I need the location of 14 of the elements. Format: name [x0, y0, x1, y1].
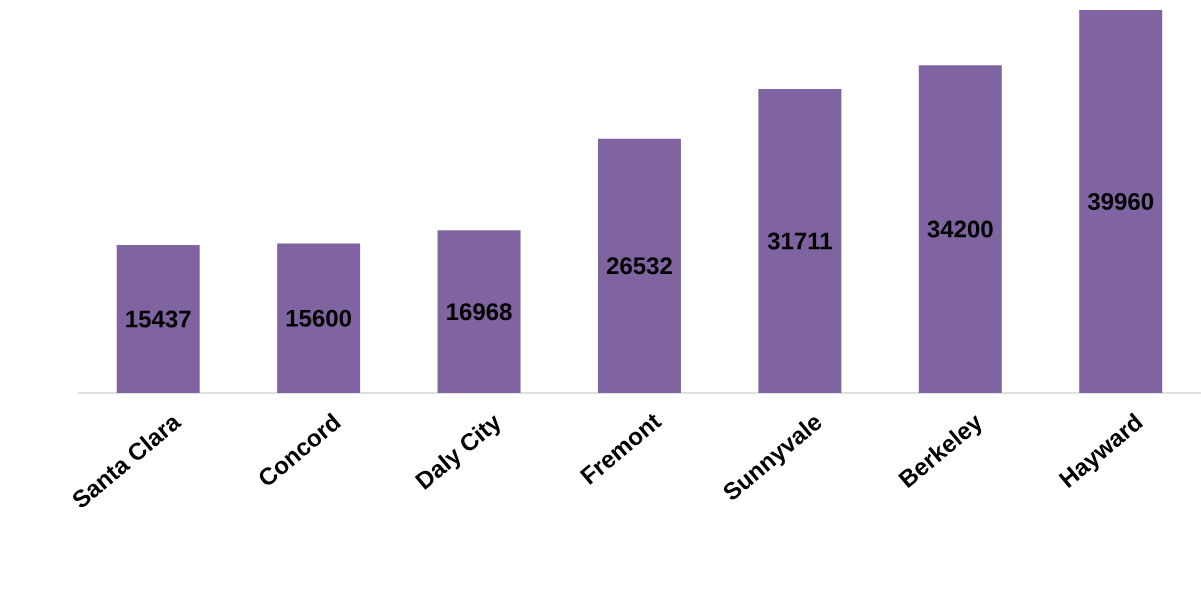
- data-label: 31711: [767, 232, 832, 250]
- data-label: 39960: [1087, 192, 1154, 210]
- bar: [277, 243, 361, 393]
- bar: [437, 230, 521, 393]
- bar: [758, 89, 842, 393]
- bar: [597, 138, 681, 393]
- data-label: 15437: [126, 310, 191, 328]
- data-label: 34200: [927, 220, 993, 238]
- data-label: 16968: [447, 303, 512, 321]
- data-label: 26532: [606, 257, 672, 275]
- bar: [116, 245, 200, 393]
- data-label: 15600: [286, 309, 351, 327]
- bar: [918, 65, 1002, 393]
- bar: [1079, 9, 1163, 393]
